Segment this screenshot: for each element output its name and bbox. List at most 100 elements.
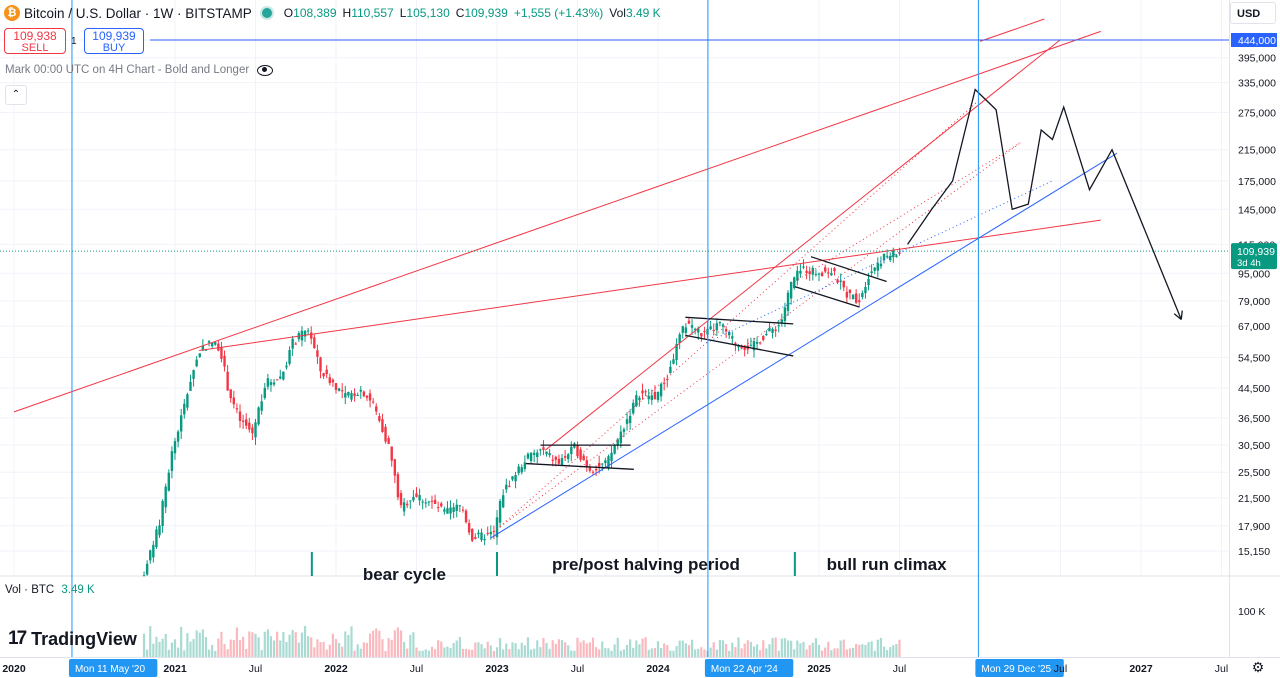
volume-bar [864,644,867,657]
candle-body [563,456,567,458]
candle-body [814,273,818,275]
candle-body [375,406,378,412]
eye-hidden-icon[interactable] [257,64,274,76]
projection-arrowhead [1173,313,1182,320]
candle-body [545,451,548,455]
candle-body [217,343,220,351]
candle-body [619,431,623,444]
candle-body [433,499,437,504]
candle-body [279,376,282,379]
volume-bar [226,649,229,657]
time-axis-label: Jul [249,663,262,675]
candle-body [362,391,366,397]
volume-bar [433,649,437,657]
volume-bar [830,650,833,657]
volume-bar [455,640,458,657]
symbol-title[interactable]: Bitcoin / U.S. Dollar · 1W · BITSTAMP [24,5,252,21]
candle-body [607,456,610,468]
red-dotted-line[interactable] [496,98,981,530]
volume-bar [430,646,434,657]
volume-bar [533,648,536,657]
volume-bar [334,639,338,657]
channel-line[interactable] [525,462,634,470]
volume-bar [359,648,362,657]
candle-body [486,532,489,534]
collapse-legend-button[interactable]: ⌃ [5,85,27,105]
volume-bar [245,649,248,657]
volume-bar [372,630,375,657]
projection-path[interactable] [907,88,1182,320]
candle-body [210,342,214,347]
ohlc-key: Vol [609,6,626,20]
candle-body [406,503,409,506]
red-trend-line[interactable] [979,18,1045,42]
time-axis-label: 2020 [2,663,26,675]
candle-body [415,493,418,497]
red-dotted-line[interactable] [496,142,1021,530]
volume-bar [375,628,378,657]
candle-body [353,393,356,397]
candle-body [709,326,712,330]
volume-bar [653,647,657,657]
candle-body [257,407,260,425]
channel-line[interactable] [685,316,794,325]
red-dotted-line[interactable] [794,142,1021,282]
volume-bar [755,644,759,657]
tradingview-logo[interactable]: 17 TradingView [8,628,137,650]
candle-body [310,332,313,339]
candle-body [294,343,297,345]
volume-bar [505,643,508,657]
red-trend-line[interactable] [199,219,1101,352]
sell-button[interactable]: 109,938 SELL [4,28,66,54]
candle-body [483,539,486,541]
candle-body [898,252,901,254]
currency-selector[interactable]: USD [1230,2,1276,24]
volume-bar [310,637,313,657]
volume-bar [180,626,183,657]
blue-dotted-line[interactable] [706,180,1053,344]
channel-line[interactable] [794,285,860,308]
last-price-tag [1231,243,1277,270]
candle-body [427,501,431,503]
candle-body [412,496,415,501]
candle-body [864,286,867,294]
volume-bar [765,648,768,657]
volume-bar [282,632,285,657]
indicator-note[interactable]: Mark 00:00 UTC on 4H Chart - Bold and Lo… [5,64,274,76]
candle-body [811,267,815,275]
red-trend-line[interactable] [13,30,1101,413]
channel-line[interactable] [810,256,887,283]
red-trend-line[interactable] [544,39,1061,451]
channel-line[interactable] [685,334,794,357]
buy-button[interactable]: 109,939 BUY [84,28,144,54]
candle-body [718,322,722,324]
volume-bar [158,641,161,657]
volume-bar [152,643,155,657]
candle-body [526,453,530,459]
volume-bar [777,650,780,657]
volume-bar [514,643,517,657]
candle-body [198,353,201,357]
price-axis-label: 17,900 [1238,521,1270,533]
volume-bar [861,644,864,657]
volume-bar [220,631,223,657]
volume-bar [560,640,564,657]
volume-bar [712,642,715,657]
market-status-icon[interactable] [261,8,272,18]
volume-bar [895,644,898,657]
price-axis-label: 30,500 [1238,440,1270,452]
candle-body [365,395,369,398]
ohlc-value: 105,130 [406,6,450,20]
settings-gear-icon[interactable]: ⚙ [1251,659,1265,675]
candle-body [384,426,387,442]
projection-arrowhead [1180,310,1183,320]
candle-body [628,415,632,424]
candle-body [848,289,852,293]
candle-body [464,510,468,523]
candle-body [808,271,811,275]
candle-body [306,330,310,332]
candle-body [780,319,784,323]
blue-trend-line[interactable] [490,152,1118,539]
volume-bar [737,637,740,657]
